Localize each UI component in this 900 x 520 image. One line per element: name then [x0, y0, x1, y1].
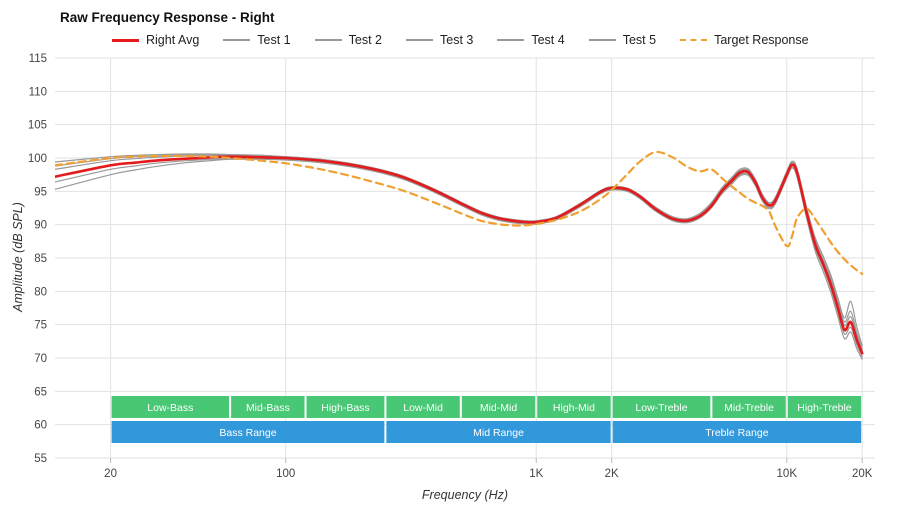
y-tick-label: 70 [34, 353, 47, 365]
band-high-treble [787, 396, 862, 418]
y-tick-label: 80 [34, 286, 47, 298]
series-test-2-line [55, 154, 863, 351]
legend-swatch-test-1 [223, 39, 251, 41]
legend-item-test-3[interactable]: Test 3 [406, 33, 473, 47]
legend-swatch-test-4 [497, 39, 525, 41]
y-tick-label: 115 [29, 53, 47, 65]
chart-title: Raw Frequency Response - Right [60, 10, 275, 25]
band-label-mid-mid: Mid-Mid [480, 402, 517, 414]
band-mid-bass [231, 396, 305, 418]
series-right-avg-line [55, 155, 864, 355]
legend-item-test-1[interactable]: Test 1 [223, 33, 291, 47]
y-tick-label: 60 [34, 420, 47, 432]
y-tick-label: 110 [29, 86, 47, 98]
y-tick-label: 65 [34, 386, 47, 398]
y-tick-label: 105 [28, 120, 47, 132]
x-tick-label: 20 [104, 468, 117, 480]
band-mid-treble [712, 396, 786, 418]
legend-item-test-2[interactable]: Test 2 [314, 33, 382, 47]
band-label-low-bass: Low-Bass [147, 402, 193, 414]
legend-swatch-target-response [680, 39, 708, 41]
legend-swatch-test-5 [588, 39, 616, 41]
y-tick-label: 95 [34, 186, 47, 198]
x-axis-title: Frequency (Hz) [421, 488, 509, 502]
y-tick-label: 90 [34, 220, 47, 232]
band-low-mid [386, 396, 460, 418]
band-label-treble-range: Treble Range [705, 427, 768, 439]
band-label-low-treble: Low-Treble [635, 402, 687, 414]
legend-swatch-test-2 [314, 39, 342, 41]
x-tick-label: 20K [852, 468, 873, 480]
band-label-mid-range: Mid Range [473, 427, 524, 439]
y-tick-label: 55 [34, 453, 47, 465]
legend-item-test-5[interactable]: Test 5 [588, 33, 657, 47]
band-bass-range [111, 421, 385, 443]
x-tick-label: 1K [529, 468, 543, 480]
legend-label-target-response: Target Response [714, 33, 809, 47]
x-tick-label: 10K [777, 468, 798, 480]
legend-label-test-3: Test 3 [440, 33, 474, 47]
legend-label-right-avg: Right Avg [146, 33, 200, 47]
band-low-treble [612, 396, 711, 418]
legend-label-test-4: Test 4 [531, 33, 565, 47]
band-mid-range [386, 421, 611, 443]
x-tick-label: 2K [605, 468, 619, 480]
legend: Right Avg Test 1 Test 2 Test 3 Test 4 Test 5 T… [112, 33, 809, 47]
series-group [55, 150, 864, 360]
band-label-mid-treble: Mid-Treble [724, 402, 774, 414]
legend-item-right-avg[interactable]: Right Avg [112, 33, 199, 47]
band-label-bass-range: Bass Range [219, 427, 276, 439]
y-axis-title: Amplitude (dB SPL) [11, 202, 25, 312]
band-label-high-mid: High-Mid [553, 402, 595, 414]
band-low-bass [111, 396, 230, 418]
band-high-mid [537, 396, 611, 418]
legend-label-test-1: Test 1 [257, 33, 291, 47]
legend-label-test-5: Test 5 [622, 33, 657, 47]
legend-item-target-response[interactable]: Target Response [680, 33, 809, 47]
band-high-bass [306, 396, 385, 418]
band-label-low-mid: Low-Mid [403, 402, 443, 414]
x-tick-label: 100 [276, 468, 295, 480]
series-target-response-line [55, 150, 864, 276]
band-treble-range [612, 421, 862, 443]
band-label-mid-bass: Mid-Bass [246, 402, 290, 414]
series-test-1-line [55, 153, 863, 347]
y-tick-label: 75 [34, 320, 47, 332]
legend-swatch-test-3 [406, 39, 433, 41]
legend-label-test-2: Test 2 [348, 33, 382, 47]
legend-item-test-4[interactable]: Test 4 [497, 33, 565, 47]
band-label-high-treble: High-Treble [797, 402, 852, 414]
legend-swatch-right-avg [112, 38, 139, 42]
series-test-4-line [55, 158, 863, 360]
band-mid-mid [461, 396, 536, 418]
series-test-5-line [55, 153, 863, 350]
y-tick-label: 100 [28, 153, 47, 165]
band-label-high-bass: High-Bass [321, 402, 369, 414]
y-tick-label: 85 [34, 253, 47, 265]
